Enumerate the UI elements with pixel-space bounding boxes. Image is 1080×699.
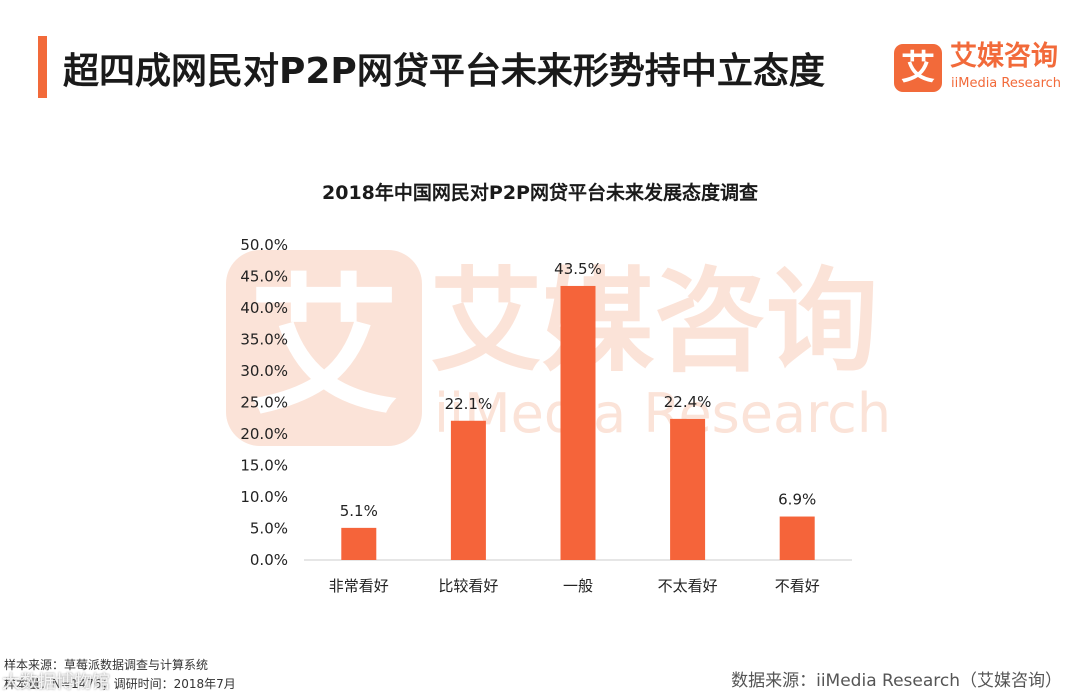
y-tick-label: 20.0% [240,425,288,443]
data-source: 数据来源：iiMedia Research（艾媒咨询） [731,671,1062,691]
data-label: 22.4% [664,393,712,411]
bar [670,418,706,560]
logo-text-cn: 艾媒咨询 [950,41,1058,72]
data-label: 5.1% [340,502,378,520]
x-tick-label: 不太看好 [658,577,718,595]
sample-source-line: 样本来源：草莓派数据调查与计算系统 [4,658,209,672]
y-tick-label: 25.0% [240,394,288,412]
bar [450,420,486,560]
data-label: 6.9% [778,491,816,509]
page-title: 超四成网民对P2P网贷平台未来形势持中立态度 [63,51,825,92]
logo-text-en: iiMedia Research [951,76,1062,91]
y-tick-label: 40.0% [240,299,288,317]
y-tick-label: 10.0% [240,488,288,506]
x-tick-label: 一般 [563,577,593,595]
x-tick-label: 非常看好 [329,577,389,595]
y-tick-label: 0.0% [250,551,288,569]
y-tick-label: 5.0% [250,520,288,538]
bar [779,516,815,560]
y-tick-label: 45.0% [240,268,288,286]
logo-icon: 艾 [894,44,942,92]
data-label: 43.5% [554,260,602,278]
y-tick-label: 50.0% [240,236,288,254]
corner-watermark: 大数据博物馆 [2,672,110,693]
chart-title: 2018年中国网民对P2P网贷平台未来发展态度调查 [322,182,758,204]
data-label: 22.1% [445,395,493,413]
brand-logo: 艾 艾媒咨询 iiMedia Research [894,42,1066,94]
x-tick-label: 比较看好 [438,577,498,595]
sample-size-line: 样本量：N=1476；调研时间：2018年7月 [4,677,236,691]
y-tick-label: 35.0% [240,331,288,349]
bar [560,285,596,560]
title-accent-bar [38,36,47,98]
y-tick-label: 15.0% [240,457,288,475]
sample-source: 样本来源：草莓派数据调查与计算系统 样本量：N=1476；调研时间：2018年7… [4,656,236,694]
y-tick-label: 30.0% [240,362,288,380]
x-tick-label: 不看好 [775,577,820,595]
bar [341,527,377,560]
